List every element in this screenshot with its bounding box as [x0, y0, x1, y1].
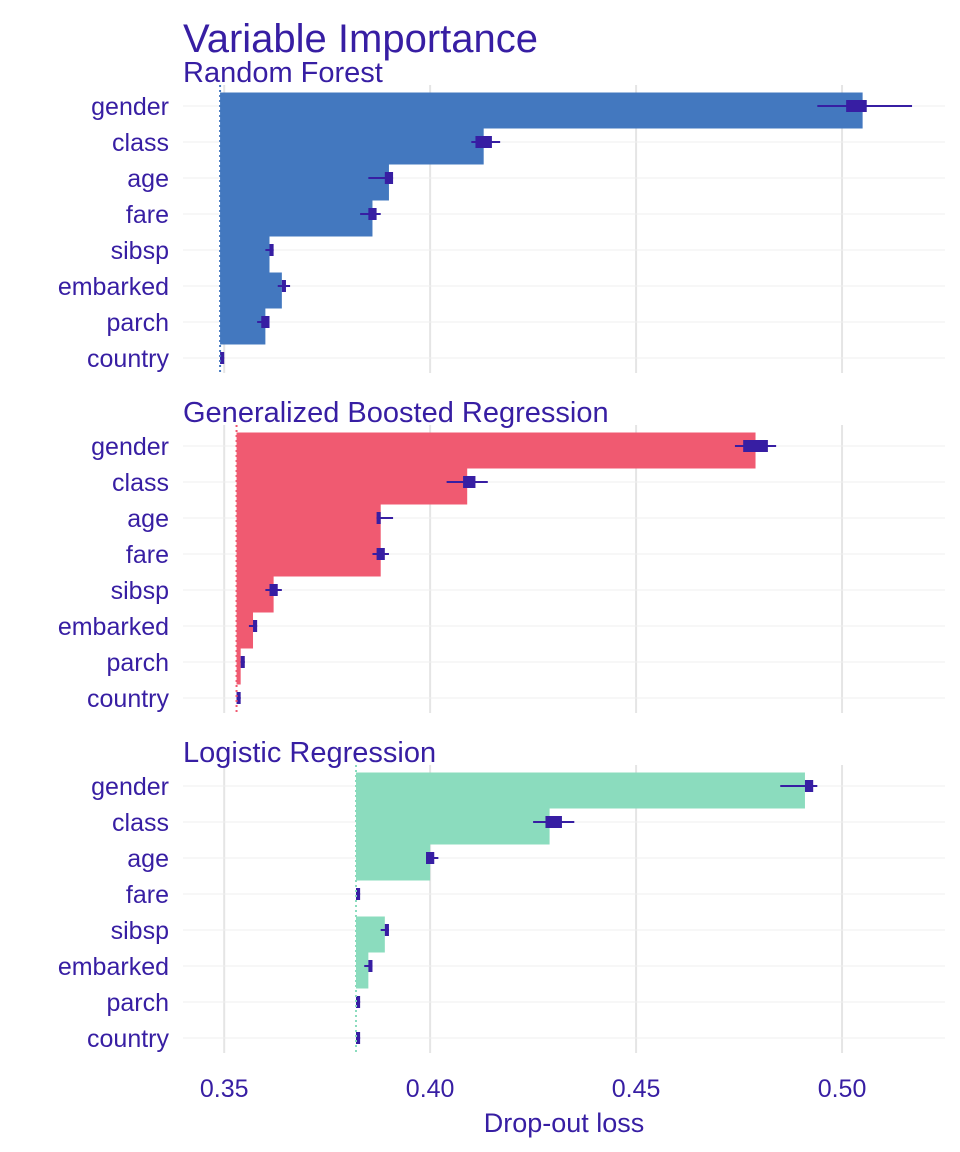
box-country	[220, 352, 225, 364]
box-class	[475, 136, 492, 148]
bar-embarked	[355, 952, 369, 989]
variable-label: gender	[91, 773, 169, 801]
bar-parch	[236, 648, 241, 685]
x-axis-label: Drop-out loss	[484, 1108, 645, 1138]
bar-class	[355, 808, 550, 845]
variable-label: parch	[106, 989, 169, 1017]
variable-label: fare	[126, 201, 169, 229]
x-tick-label: 0.35	[200, 1075, 249, 1103]
variable-label: age	[127, 845, 169, 873]
box-gender	[846, 100, 867, 112]
chart-panels: Random Forest gender class age fare sibsp emba…	[58, 57, 945, 1053]
box-class	[545, 816, 562, 828]
variable-label: sibsp	[111, 237, 169, 265]
variable-label: parch	[106, 649, 169, 677]
variable-label: fare	[126, 541, 169, 569]
bar-gender	[236, 432, 756, 469]
bar-age	[220, 164, 389, 201]
box-country	[236, 692, 241, 704]
variable-label: embarked	[58, 273, 169, 301]
panel-title: Random Forest	[183, 57, 383, 89]
variable-label: embarked	[58, 953, 169, 981]
variable-label: gender	[91, 433, 169, 461]
panel-title: Logistic Regression	[183, 737, 436, 769]
variable-label: embarked	[58, 613, 169, 641]
bar-fare	[236, 540, 381, 577]
bar-embarked	[236, 612, 254, 649]
x-tick-label: 0.45	[612, 1075, 661, 1103]
box-fare	[376, 548, 385, 560]
box-age	[376, 512, 381, 524]
bar-sibsp	[220, 236, 270, 273]
box-class	[463, 476, 476, 488]
box-age	[384, 172, 394, 184]
bar-parch	[220, 308, 266, 345]
box-gender	[743, 440, 768, 452]
x-tick-label: 0.40	[406, 1075, 455, 1103]
x-axis: 0.35 0.40 0.45 0.50	[200, 1075, 867, 1103]
bar-sibsp	[355, 916, 385, 953]
variable-label: age	[127, 165, 169, 193]
bar-class	[220, 128, 484, 165]
bar-gender	[355, 772, 805, 809]
bar-embarked	[220, 272, 282, 309]
variable-label: gender	[91, 93, 169, 121]
box-age	[426, 852, 435, 864]
variable-label: country	[87, 1025, 169, 1053]
box-country	[355, 1032, 361, 1044]
bar-age	[355, 844, 431, 881]
bar-fare	[220, 200, 373, 237]
variable-label: sibsp	[111, 917, 169, 945]
variable-label: age	[127, 505, 169, 533]
bar-gender	[220, 92, 863, 129]
variable-label: country	[87, 345, 169, 373]
bar-age	[236, 504, 381, 541]
box-fare	[355, 888, 361, 900]
box-parch	[355, 996, 361, 1008]
variable-label: country	[87, 685, 169, 713]
box-embarked	[253, 620, 258, 632]
panel-title: Generalized Boosted Regression	[183, 397, 609, 429]
box-sibsp	[269, 584, 278, 596]
box-embarked	[368, 960, 373, 972]
box-sibsp	[269, 244, 274, 256]
bar-sibsp	[236, 576, 274, 613]
variable-label: class	[112, 809, 169, 837]
variable-label: class	[112, 129, 169, 157]
panel-random-forest: Random Forest gender class age fare sibsp emba…	[58, 57, 945, 373]
box-parch	[240, 656, 245, 668]
variable-label: sibsp	[111, 577, 169, 605]
x-tick-label: 0.50	[818, 1075, 867, 1103]
box-embarked	[281, 280, 286, 292]
box-sibsp	[384, 924, 389, 936]
variable-label: parch	[106, 309, 169, 337]
bar-class	[236, 468, 468, 505]
panel-logistic-regression: Logistic Regression gender class age fare sib…	[58, 737, 945, 1053]
box-parch	[261, 316, 270, 328]
box-fare	[368, 208, 377, 220]
chart-title: Variable Importance	[183, 17, 538, 61]
variable-label: class	[112, 469, 169, 497]
panel-generalized-boosted-regression: Generalized Boosted Regression gender clas…	[58, 397, 945, 713]
variable-label: fare	[126, 881, 169, 909]
box-gender	[804, 780, 814, 792]
